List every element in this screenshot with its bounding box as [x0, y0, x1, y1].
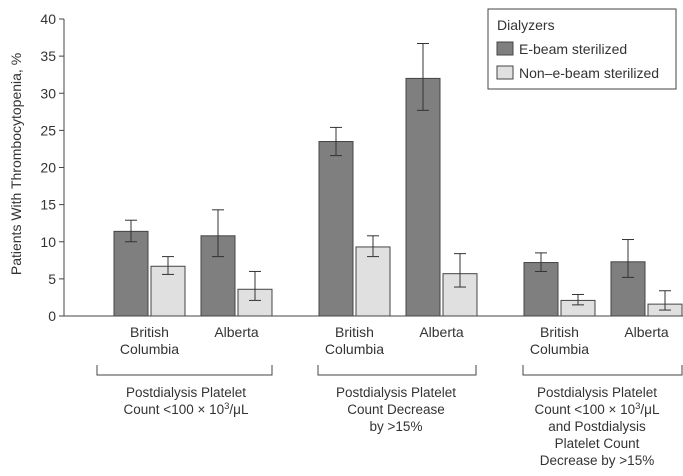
legend-swatch-e-beam: [496, 41, 514, 56]
category-label: Columbia: [530, 341, 589, 357]
category-label: British: [130, 324, 169, 340]
category-label: Columbia: [120, 341, 179, 357]
bar: [355, 246, 391, 317]
y-axis-label: Patients With Thrombocytopenia, %: [8, 53, 24, 275]
category-label: Alberta: [624, 324, 669, 340]
group-label: Count <100 × 103/μL: [535, 401, 660, 417]
group-label: Postdialysis Platelet: [126, 385, 246, 400]
category-label: British: [540, 324, 579, 340]
y-tick-label: 25: [40, 122, 56, 138]
y-tick-label: 40: [40, 11, 56, 27]
bar: [405, 77, 441, 317]
category-label: British: [335, 324, 374, 340]
bars: [113, 43, 683, 317]
group-label: Count <100 × 103/μL: [124, 401, 249, 417]
category-label: Alberta: [419, 324, 464, 340]
legend-title: Dialyzers: [497, 17, 555, 33]
group-label: Platelet Count: [555, 436, 640, 451]
y-tick-label: 15: [40, 197, 56, 213]
bar: [150, 265, 186, 317]
category-label: Columbia: [325, 341, 384, 357]
legend-label-e-beam: E-beam sterilized: [519, 41, 627, 57]
bar: [113, 230, 149, 317]
group-label: and Postdialysis: [548, 419, 646, 434]
group-bracket: [317, 365, 477, 376]
y-tick-label: 20: [40, 160, 56, 176]
group-bracket: [522, 365, 683, 376]
group-label: Decrease by >15%: [540, 453, 654, 468]
legend-label-non-e-beam: Non–e-beam sterilized: [519, 65, 659, 81]
legend-swatch-non-e-beam: [496, 65, 514, 80]
group-label: Postdialysis Platelet: [537, 385, 657, 400]
group-bracket: [96, 365, 273, 376]
category-label: Alberta: [214, 324, 259, 340]
legend: Dialyzers E-beam sterilized Non–e-beam s…: [487, 8, 677, 90]
group-label: Postdialysis Platelet: [336, 385, 456, 400]
y-tick-label: 10: [40, 234, 56, 250]
bar: [442, 273, 478, 317]
y-tick-label: 35: [40, 48, 56, 64]
y-tick-label: 30: [40, 85, 56, 101]
group-label: Count Decrease: [347, 402, 445, 417]
y-tick-label: 0: [48, 308, 56, 324]
y-tick-label: 5: [48, 271, 56, 287]
legend-box: [487, 8, 677, 90]
bar: [318, 141, 354, 317]
group-label: by >15%: [370, 419, 423, 434]
